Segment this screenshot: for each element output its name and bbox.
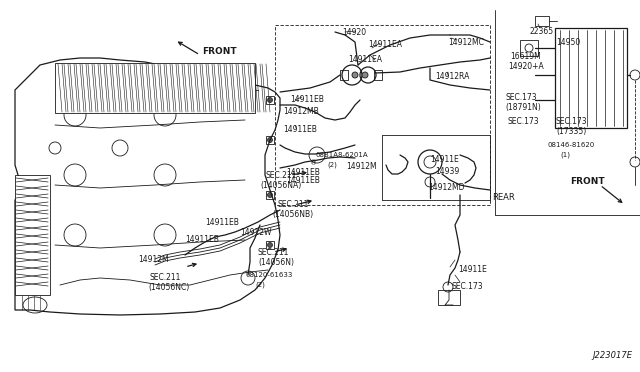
Bar [266, 136, 274, 144]
Text: SEC.173: SEC.173 [508, 117, 540, 126]
Text: SEC.211: SEC.211 [277, 200, 308, 209]
Text: ®: ® [310, 160, 317, 166]
Bar [555, 28, 627, 128]
Circle shape [268, 138, 273, 142]
Text: (1): (1) [560, 152, 570, 158]
Text: 14911EB: 14911EB [283, 125, 317, 134]
Text: (17335): (17335) [556, 127, 586, 136]
Text: 14911EB: 14911EB [286, 176, 320, 185]
Text: 16619M: 16619M [510, 52, 541, 61]
Text: 08120-61633: 08120-61633 [245, 272, 292, 278]
Text: SEC.211: SEC.211 [265, 171, 296, 180]
Circle shape [268, 192, 273, 198]
Text: (18791N): (18791N) [505, 103, 541, 112]
Text: SEC.173: SEC.173 [556, 117, 588, 126]
Text: 14911EB: 14911EB [205, 218, 239, 227]
Circle shape [352, 72, 358, 78]
Text: SEC.173: SEC.173 [452, 282, 484, 291]
Text: 14911EB: 14911EB [286, 168, 320, 177]
Bar [520, 40, 538, 56]
Bar [438, 290, 460, 305]
Bar [535, 16, 549, 26]
Text: 14920+A: 14920+A [508, 62, 544, 71]
Text: 14911E: 14911E [458, 265, 487, 274]
Bar [266, 96, 274, 104]
Text: (2): (2) [255, 282, 265, 289]
Text: 14912M: 14912M [138, 255, 168, 264]
Text: 14912MB: 14912MB [283, 107, 319, 116]
Text: 14911E: 14911E [430, 155, 459, 164]
Circle shape [362, 72, 368, 78]
Text: SEC.211: SEC.211 [150, 273, 181, 282]
Text: (14056NB): (14056NB) [272, 210, 313, 219]
Circle shape [268, 243, 273, 247]
Text: 14911EB: 14911EB [290, 95, 324, 104]
Text: J223017E: J223017E [592, 351, 632, 360]
Text: 14912MD: 14912MD [428, 183, 465, 192]
Text: 08B1A8-6201A: 08B1A8-6201A [315, 152, 367, 158]
Text: 08146-81620: 08146-81620 [548, 142, 595, 148]
Text: FRONT: FRONT [202, 48, 237, 57]
Bar [266, 241, 274, 249]
Text: 14912RA: 14912RA [435, 72, 469, 81]
Text: 14912W: 14912W [240, 228, 271, 237]
Text: FRONT: FRONT [570, 176, 605, 186]
Text: (14056NC): (14056NC) [148, 283, 189, 292]
Text: 14950: 14950 [556, 38, 580, 47]
Text: (2): (2) [327, 162, 337, 169]
Circle shape [268, 97, 273, 103]
Bar [340, 70, 348, 80]
Text: 14911EA: 14911EA [368, 40, 402, 49]
Text: 22365: 22365 [530, 27, 554, 36]
Text: REAR: REAR [492, 192, 515, 202]
Bar [374, 70, 382, 80]
Text: 14912MC: 14912MC [448, 38, 484, 47]
Text: 14911EB: 14911EB [185, 235, 219, 244]
Text: SEC.211: SEC.211 [258, 248, 289, 257]
Text: (14056NA): (14056NA) [260, 181, 301, 190]
Text: (14056N): (14056N) [258, 258, 294, 267]
Text: 14911EA: 14911EA [348, 55, 382, 64]
Text: 14912M: 14912M [346, 162, 376, 171]
Text: 14920: 14920 [342, 28, 366, 37]
Text: SEC.173: SEC.173 [505, 93, 536, 102]
Text: 14939: 14939 [435, 167, 460, 176]
Bar [15, 175, 50, 295]
Bar [55, 63, 255, 113]
Bar [266, 191, 274, 199]
